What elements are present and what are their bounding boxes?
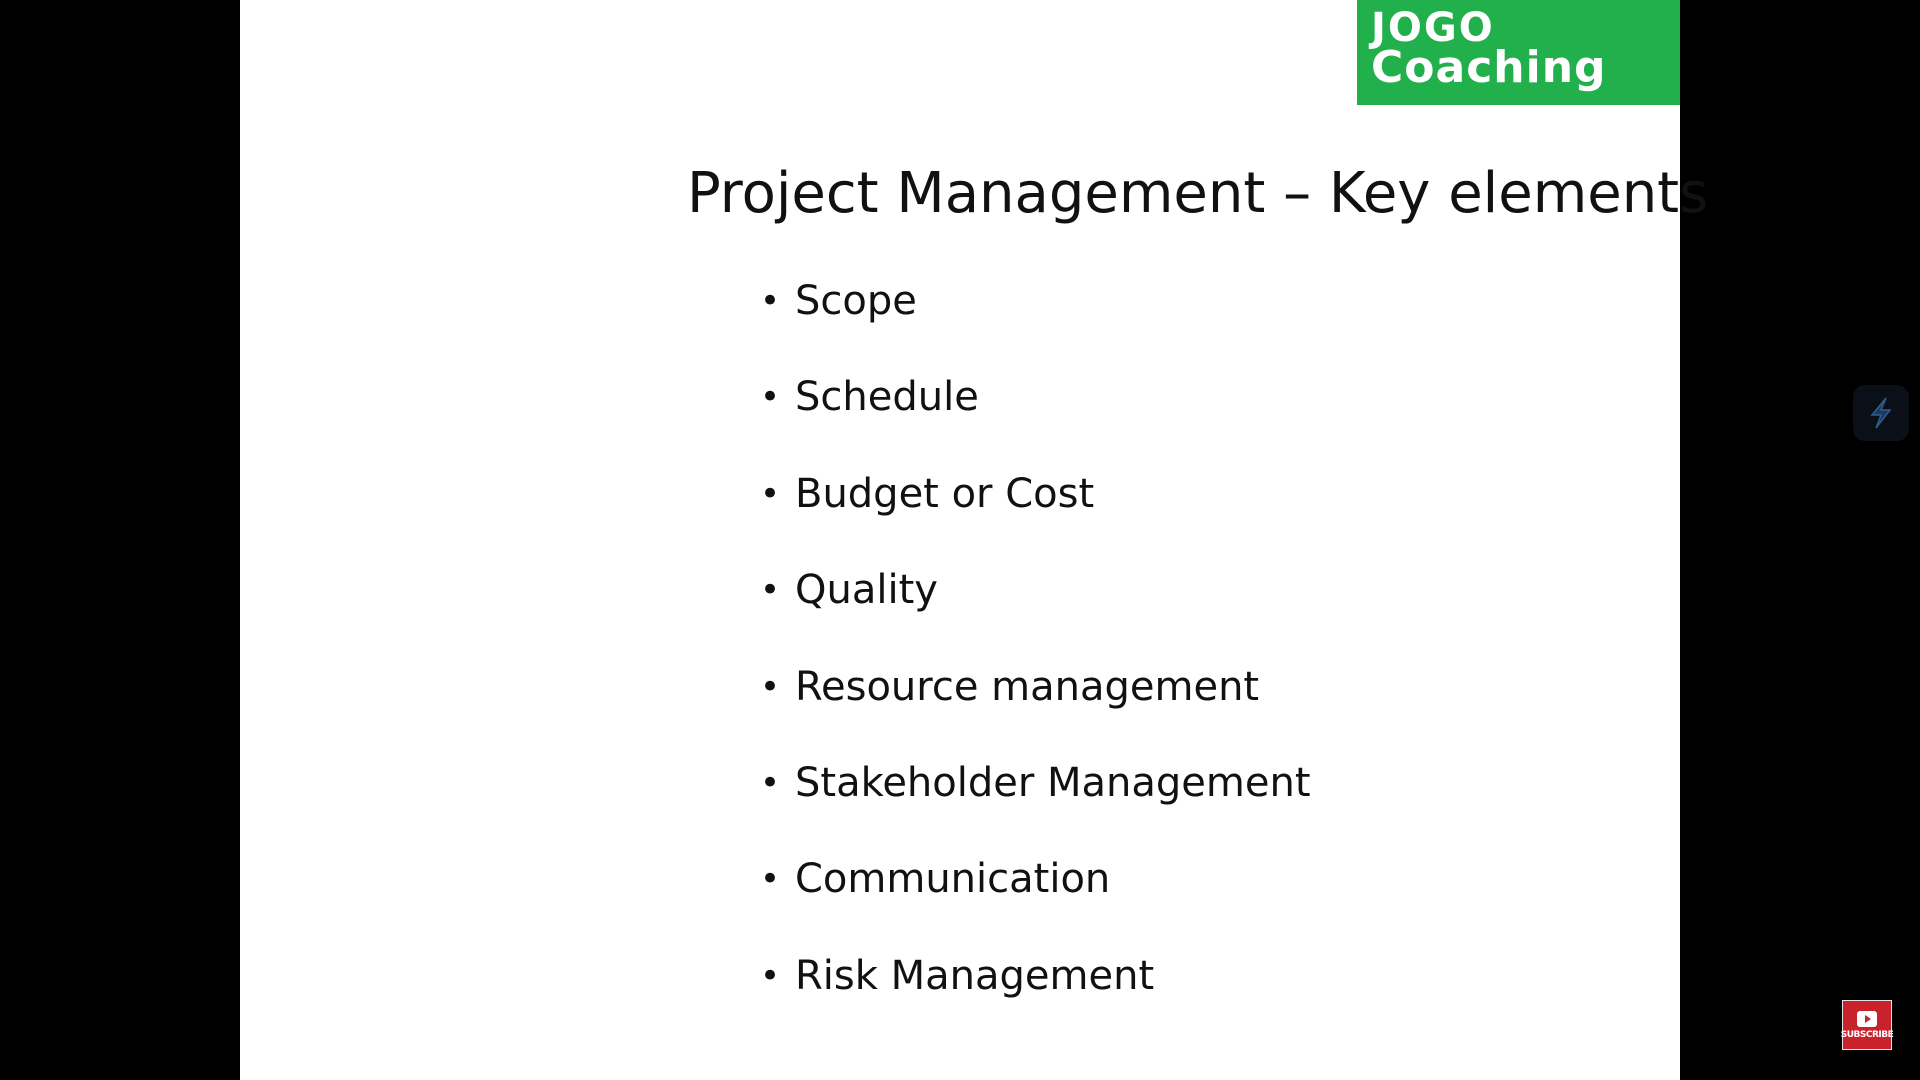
- jogo-coaching-logo: JOGO Coaching: [1357, 0, 1680, 105]
- bullet-point: •: [760, 377, 781, 418]
- logo-line-2: Coaching: [1371, 42, 1607, 93]
- bullet-text: Scope: [795, 278, 917, 324]
- bullet-point: •: [760, 859, 781, 900]
- bullet-point: •: [760, 955, 781, 996]
- bullet-list: • Scope • Schedule • Budget or Cost • Qu…: [760, 275, 1311, 1046]
- bullet-point: •: [760, 762, 781, 803]
- bullet-point: •: [760, 281, 781, 321]
- bullet-text: Resource management: [795, 663, 1260, 710]
- side-widget-button[interactable]: [1853, 385, 1909, 441]
- bullet-point: •: [760, 473, 781, 514]
- bullet-item-stakeholder: • Stakeholder Management: [760, 757, 1311, 853]
- bullet-text: Budget or Cost: [795, 470, 1095, 517]
- bullet-point: •: [760, 666, 781, 707]
- bullet-item-budget: • Budget or Cost: [760, 468, 1311, 564]
- bullet-text: Communication: [795, 856, 1111, 903]
- bullet-item-communication: • Communication: [760, 853, 1311, 949]
- bullet-item-quality: • Quality: [760, 564, 1311, 660]
- slide-title: Project Management – Key elements: [687, 161, 1709, 226]
- bullet-item-resource: • Resource management: [760, 661, 1311, 757]
- bullet-text: Stakeholder Management: [795, 759, 1311, 806]
- bullet-item-scope: • Scope: [760, 275, 1311, 371]
- subscribe-button[interactable]: SUBSCRIBE: [1840, 1000, 1894, 1050]
- logo-line-1: JOGO: [1371, 5, 1495, 51]
- bullet-item-risk: • Risk Management: [760, 950, 1311, 1046]
- bullet-item-schedule: • Schedule: [760, 371, 1311, 467]
- lightning-s-icon: [1870, 397, 1892, 429]
- bullet-text: Quality: [795, 567, 938, 614]
- subscribe-label: SUBSCRIBE: [1840, 1029, 1894, 1040]
- presentation-slide: Project Management – Key elements • Scop…: [240, 0, 1708, 1080]
- bullet-text: Schedule: [795, 374, 979, 421]
- play-icon: [1857, 1010, 1877, 1027]
- bullet-text: Risk Management: [795, 952, 1155, 999]
- bullet-point: •: [760, 570, 781, 611]
